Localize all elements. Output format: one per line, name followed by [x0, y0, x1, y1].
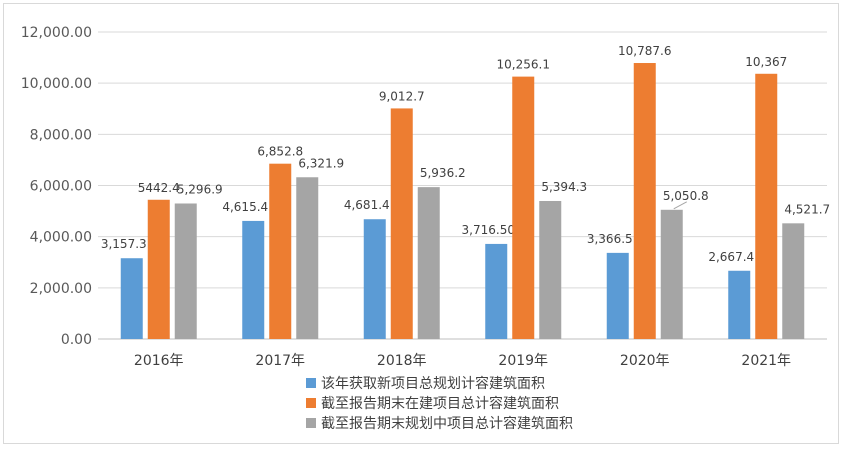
bar [120, 258, 143, 339]
y-tick-label: 6,000.00 [30, 179, 92, 195]
y-tick-label: 12,000.00 [21, 25, 92, 41]
bar [174, 203, 197, 339]
x-tick-label: 2021年 [741, 353, 791, 369]
data-label: 4,681.4 [344, 198, 390, 212]
x-tick-label: 2019年 [498, 353, 548, 369]
y-tick-label: 8,000.00 [30, 127, 92, 143]
y-tick-label: 0.00 [61, 332, 92, 348]
y-tick-label: 4,000.00 [30, 230, 92, 246]
bar [147, 199, 170, 339]
data-label: 10,367 [745, 55, 787, 69]
x-tick-label: 2017年 [255, 353, 305, 369]
bar [755, 73, 778, 339]
data-label: 3,157.3 [101, 237, 147, 251]
bar [633, 63, 656, 339]
legend-label: 该年获取新项目总规划计容建筑面积 [321, 375, 545, 392]
data-label: 3,366.5 [587, 232, 633, 246]
legend-swatch [306, 378, 316, 388]
data-label: 6,852.8 [257, 145, 303, 159]
x-tick-label: 2020年 [620, 353, 670, 369]
bar [363, 219, 386, 339]
y-tick-label: 2,000.00 [30, 281, 92, 297]
y-tick-label: 10,000.00 [21, 76, 92, 92]
legend-label: 截至报告期末在建项目总计容建筑面积 [321, 395, 559, 412]
bar [390, 108, 413, 339]
x-tick-label: 2016年 [134, 353, 184, 369]
data-label: 10,256.1 [497, 58, 550, 72]
data-label: 5,936.2 [420, 166, 466, 180]
data-label: 10,787.6 [618, 44, 671, 58]
data-label: 2,667.4 [708, 250, 754, 264]
bar [417, 187, 440, 339]
data-label: 5,050.8 [663, 189, 709, 203]
bar [782, 223, 805, 339]
bar [512, 76, 535, 339]
data-label: 4,521.7 [784, 202, 830, 216]
data-label: 5442.4 [138, 181, 180, 195]
data-label: 6,321.9 [298, 156, 344, 170]
bar [269, 163, 292, 339]
legend-swatch [306, 398, 316, 408]
x-tick-label: 2018年 [377, 353, 427, 369]
bar [728, 270, 751, 339]
bar [242, 220, 265, 339]
legend-label: 截至报告期末规划中项目总计容建筑面积 [321, 415, 573, 432]
data-label: 5,296.9 [177, 182, 223, 196]
data-label: 4,615.4 [222, 200, 268, 214]
bar [485, 243, 508, 339]
leader-line [673, 201, 687, 210]
data-label: 3,716.50 [462, 223, 515, 237]
bar [606, 252, 629, 339]
data-label: 9,012.7 [379, 89, 425, 103]
data-label: 5,394.3 [541, 180, 587, 194]
bar [539, 200, 562, 339]
bar [660, 209, 683, 339]
legend-swatch [306, 418, 316, 428]
bar [296, 177, 319, 339]
